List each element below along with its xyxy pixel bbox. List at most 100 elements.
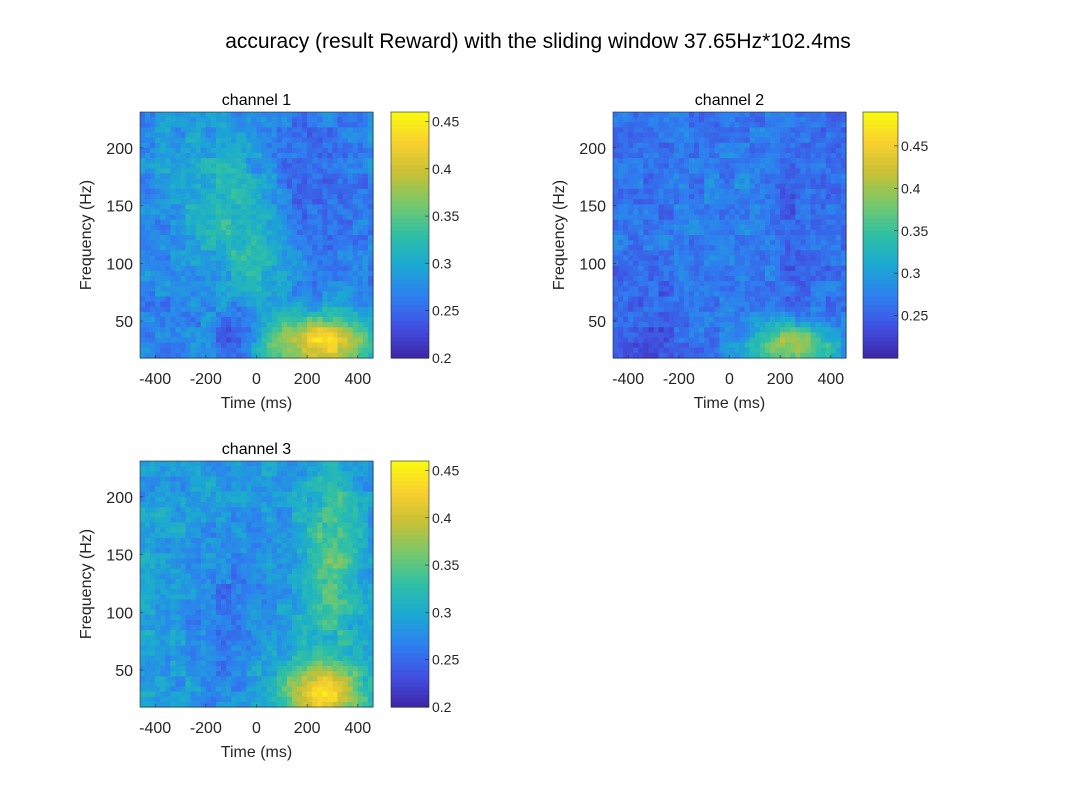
- heatmap-cell: [357, 168, 364, 175]
- heatmap-cell: [145, 199, 151, 205]
- heatmap-cell: [835, 168, 842, 175]
- heatmap-cell: [643, 250, 650, 257]
- heatmap-cell: [683, 260, 690, 267]
- heatmap-cell: [658, 337, 665, 344]
- heatmap-cell: [291, 137, 298, 144]
- heatmap-cell: [256, 270, 263, 277]
- heatmap-cell: [155, 132, 161, 139]
- heatmap-cell: [357, 127, 364, 134]
- heatmap-cell: [266, 265, 273, 272]
- heatmap-cell: [261, 235, 268, 241]
- heatmap-cell: [810, 337, 817, 344]
- heatmap-cell: [140, 630, 146, 636]
- heatmap-cell: [678, 270, 685, 277]
- heatmap-cell: [628, 183, 634, 190]
- heatmap-cell: [820, 250, 827, 257]
- heatmap-cell: [810, 173, 817, 180]
- heatmap-cell: [830, 235, 837, 241]
- heatmap-cell: [633, 173, 639, 180]
- heatmap-cell: [297, 276, 303, 282]
- heatmap-cell: [327, 112, 334, 118]
- heatmap-cell: [256, 137, 263, 144]
- heatmap-cell: [160, 235, 166, 241]
- heatmap-cell: [694, 265, 700, 272]
- heatmap-cell: [835, 301, 842, 308]
- heatmap-cell: [261, 265, 268, 272]
- heatmap-cell: [150, 214, 156, 221]
- heatmap-cell: [653, 260, 660, 267]
- heatmap-cell: [367, 245, 374, 251]
- heatmap-cell: [840, 291, 847, 298]
- heatmap-cell: [704, 240, 710, 246]
- heatmap-cell: [256, 306, 263, 313]
- heatmap-cell: [337, 245, 344, 251]
- heatmap-cell: [688, 122, 695, 128]
- heatmap-cell: [160, 573, 166, 580]
- heatmap-cell: [749, 276, 756, 282]
- heatmap-cell: [673, 178, 680, 185]
- heatmap-cell: [352, 327, 359, 333]
- colorbar-segment: [391, 120, 429, 125]
- heatmap-cell: [683, 168, 690, 175]
- heatmap-cell: [150, 578, 156, 585]
- heatmap-cell: [246, 163, 253, 169]
- heatmap-cell: [663, 301, 670, 308]
- heatmap-cell: [175, 219, 182, 226]
- heatmap-cell: [327, 322, 334, 328]
- heatmap-cell: [719, 322, 726, 328]
- heatmap-cell: [342, 137, 349, 144]
- heatmap-cell: [795, 127, 802, 134]
- heatmap-cell: [180, 153, 187, 159]
- heatmap-cell: [155, 276, 161, 282]
- heatmap-cell: [790, 276, 796, 282]
- heatmap-cell: [830, 245, 837, 251]
- heatmap-cell: [261, 240, 268, 246]
- heatmap-cell: [160, 224, 166, 231]
- heatmap-cell: [145, 609, 151, 616]
- heatmap-cell: [810, 209, 817, 216]
- heatmap-cell: [297, 147, 303, 154]
- heatmap-cell: [297, 250, 303, 257]
- colorbar-tick-label: 0.25: [432, 303, 459, 319]
- heatmap-cell: [815, 250, 822, 257]
- heatmap-cell: [749, 173, 756, 180]
- heatmap-cell: [643, 276, 650, 282]
- heatmap-cell: [638, 296, 644, 303]
- heatmap-cell: [327, 291, 334, 298]
- heatmap-cell: [658, 245, 665, 251]
- heatmap-cell: [810, 250, 817, 257]
- heatmap-cell: [673, 276, 680, 282]
- heatmap-cell: [160, 691, 166, 698]
- heatmap-cell: [190, 322, 197, 328]
- heatmap-cell: [633, 317, 639, 323]
- heatmap-cell: [800, 311, 807, 318]
- heatmap-cell: [688, 296, 695, 303]
- heatmap-cell: [830, 117, 837, 123]
- heatmap-cell: [327, 122, 334, 128]
- heatmap-cell: [805, 188, 812, 195]
- heatmap-cell: [261, 296, 268, 303]
- heatmap-cell: [332, 250, 339, 257]
- heatmap-cell: [140, 286, 146, 292]
- heatmap-cell: [764, 276, 771, 282]
- heatmap-cell: [342, 245, 349, 251]
- heatmap-cell: [236, 311, 242, 318]
- heatmap-cell: [729, 183, 736, 190]
- heatmap-cell: [688, 147, 695, 154]
- heatmap-cell: [291, 153, 298, 159]
- heatmap-cell: [678, 199, 685, 205]
- heatmap-cell: [271, 163, 278, 169]
- heatmap-cell: [719, 178, 726, 185]
- heatmap-cell: [749, 235, 756, 241]
- heatmap-cell: [160, 183, 166, 190]
- heatmap-cell: [357, 276, 364, 282]
- heatmap-cell: [281, 219, 288, 226]
- heatmap-cell: [347, 209, 354, 216]
- heatmap-cell: [764, 306, 771, 313]
- heatmap-cell: [754, 127, 761, 134]
- heatmap-cell: [332, 296, 339, 303]
- heatmap-cell: [145, 250, 151, 257]
- heatmap-cell: [246, 342, 253, 349]
- heatmap-cell: [704, 306, 710, 313]
- heatmap-cell: [226, 332, 232, 339]
